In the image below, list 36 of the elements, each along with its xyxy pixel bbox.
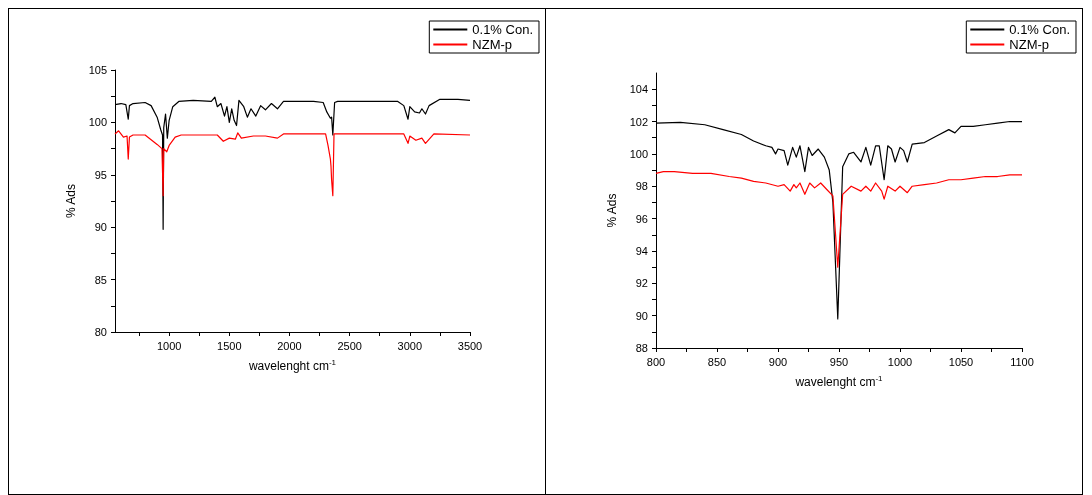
x-tick-label: 1000 — [887, 355, 913, 368]
y-tick-label: 98 — [635, 180, 648, 193]
x-tick-label: 3000 — [397, 339, 423, 352]
x-tick-label: 2000 — [277, 339, 302, 352]
x-tick-label: 3500 — [457, 339, 483, 352]
legend-label: 0.1% Con. — [1009, 22, 1070, 37]
legend-label: NZM-p — [1009, 37, 1050, 52]
y-tick-label: 90 — [94, 221, 107, 234]
y-tick-label: 92 — [635, 277, 648, 290]
x-tick-label: 2500 — [337, 339, 362, 352]
legend-label: 0.1% Con. — [472, 22, 533, 37]
x-tick-label: 1000 — [156, 339, 182, 352]
y-tick-label: 105 — [88, 64, 107, 76]
x-tick-label: 800 — [646, 355, 666, 368]
y-tick-label: 104 — [629, 83, 648, 96]
y-tick-label: 100 — [88, 116, 107, 129]
legend-label: NZM-p — [472, 37, 513, 52]
y-tick-label: 94 — [635, 244, 648, 257]
y-tick-label: 80 — [94, 326, 107, 338]
x-tick-label: 1050 — [948, 355, 974, 368]
y-tick-label: 90 — [635, 309, 648, 322]
x-tick-label: 1100 — [1010, 355, 1034, 368]
y-tick-label: 85 — [94, 273, 107, 286]
x-tick-label: 850 — [707, 355, 727, 368]
line-series — [655, 171, 1023, 268]
x-tick-label: 950 — [829, 355, 849, 368]
x-tick-label: 1500 — [217, 339, 242, 352]
y-tick-label: 95 — [94, 168, 107, 181]
y-tick-label: 96 — [635, 212, 648, 225]
line-series — [114, 130, 471, 197]
y-axis-title: % Ads — [64, 183, 78, 219]
y-tick-label: 102 — [629, 115, 648, 128]
y-axis-title: % Ads — [605, 193, 619, 228]
x-tick-label: 900 — [768, 355, 788, 368]
y-tick-label: 88 — [635, 342, 648, 354]
y-tick-label: 100 — [629, 147, 648, 160]
